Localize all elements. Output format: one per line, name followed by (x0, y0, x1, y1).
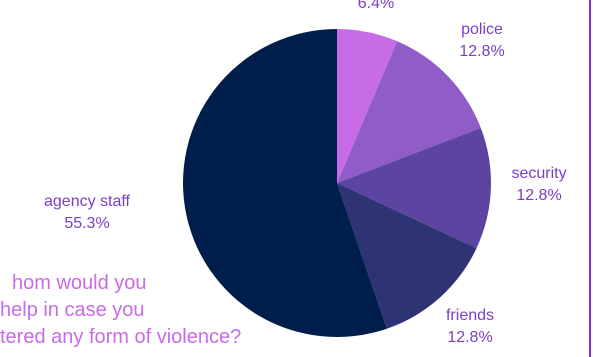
slice-label-police-name: police (442, 19, 522, 41)
slice-label-agency-staff: agency staff 55.3% (27, 191, 147, 235)
slice-label-friends-name: friends (428, 305, 512, 327)
slice-label-police-value: 12.8% (442, 41, 522, 63)
question-line-3: tered any form of violence? (0, 324, 241, 351)
slice-label-top: 6.4% (346, 0, 406, 15)
slice-label-agency-staff-name: agency staff (27, 191, 147, 213)
right-border (589, 0, 591, 357)
slice-label-security-value: 12.8% (494, 185, 584, 207)
question-line-1: hom would you (0, 270, 241, 297)
slice-label-security: security 12.8% (494, 163, 584, 207)
slice-label-friends: friends 12.8% (428, 305, 512, 349)
question-line-2: help in case you (0, 297, 241, 324)
survey-question: hom would you help in case you tered any… (0, 270, 241, 351)
slice-label-security-name: security (494, 163, 584, 185)
slice-label-friends-value: 12.8% (428, 327, 512, 349)
slice-label-top-value: 6.4% (346, 0, 406, 15)
slice-label-agency-staff-value: 55.3% (27, 213, 147, 235)
slice-label-police: police 12.8% (442, 19, 522, 63)
